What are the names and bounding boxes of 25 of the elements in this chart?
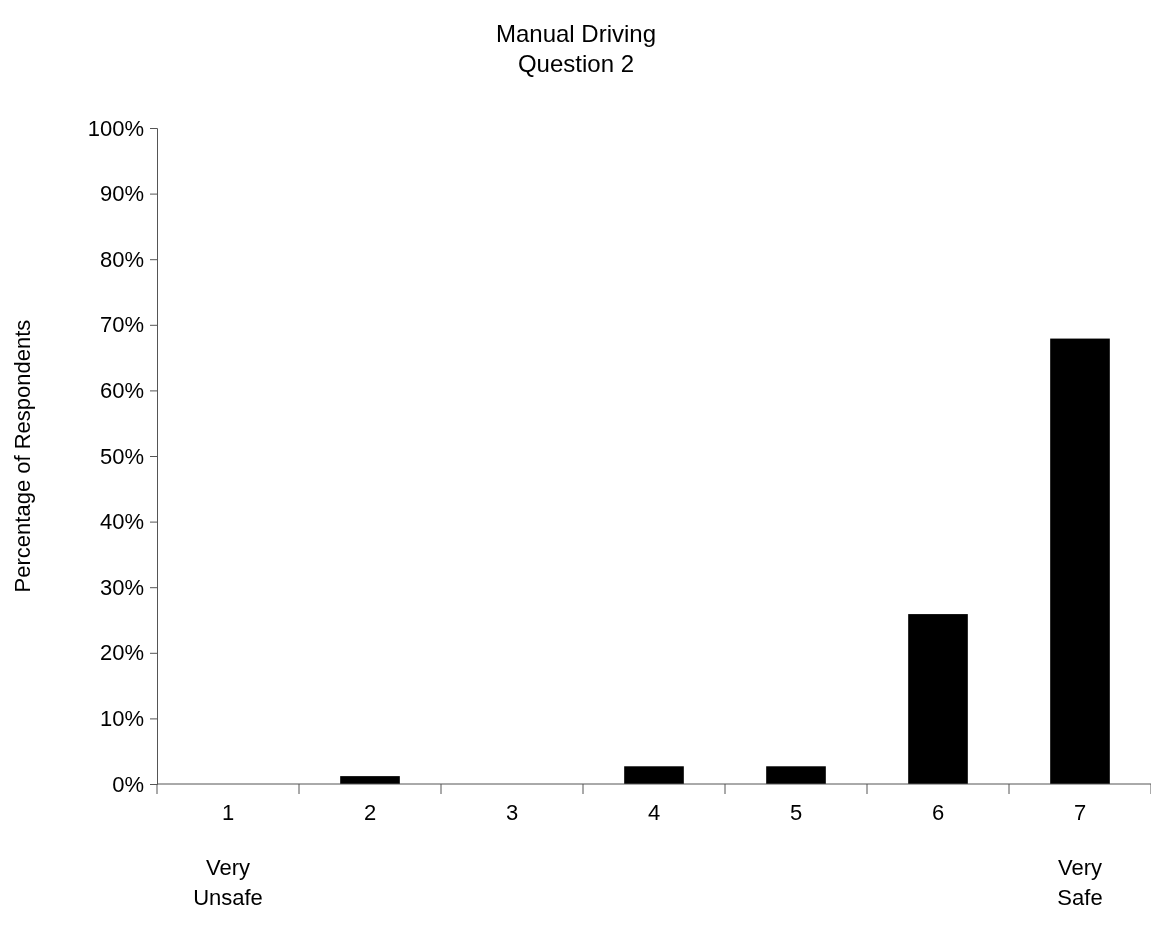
y-tick-label: 70% xyxy=(99,312,144,338)
bar xyxy=(766,766,826,784)
y-tick-label: 40% xyxy=(99,509,144,535)
bar xyxy=(340,776,400,784)
bar xyxy=(624,766,684,784)
category-label: 7 Very Safe xyxy=(1057,800,1103,910)
x-tick-label: 4 xyxy=(647,800,661,825)
x-tick-label: 3 xyxy=(505,800,519,825)
y-tick-label: 20% xyxy=(99,640,144,666)
category-label: 1 Very Unsafe xyxy=(193,800,263,910)
bar xyxy=(908,614,968,784)
y-tick-label: 90% xyxy=(99,181,144,207)
y-tick-label: 60% xyxy=(99,377,144,403)
y-tick-label: 50% xyxy=(99,443,144,469)
x-tick-label: 2 xyxy=(363,800,377,825)
y-tick-label: 10% xyxy=(99,705,144,731)
chart-title: Manual Driving Question 2 xyxy=(495,20,657,77)
y-tick-label: 30% xyxy=(99,574,144,600)
x-tick-label: 6 xyxy=(931,800,945,825)
y-axis-title: Percentage of Respondents xyxy=(10,319,35,593)
bar xyxy=(1050,338,1110,784)
y-tick-label: 80% xyxy=(99,246,144,272)
y-tick-label: 0% xyxy=(112,771,144,797)
y-tick-label: 100% xyxy=(87,115,144,141)
x-tick-label: 5 xyxy=(789,800,803,825)
